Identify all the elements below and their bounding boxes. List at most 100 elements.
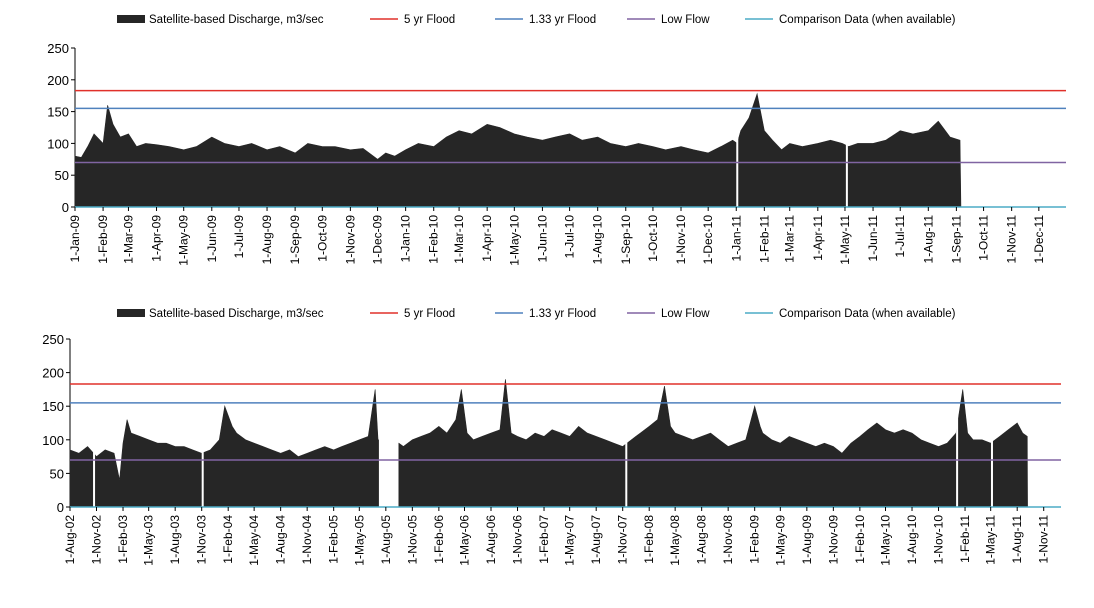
- x-tick-label: 1-Nov-04: [300, 515, 314, 565]
- x-tick-label: 1-Sep-10: [619, 215, 633, 265]
- legend-label: Comparison Data (when available): [779, 14, 956, 26]
- x-tick-label: 1-Aug-09: [260, 215, 274, 265]
- discharge-area: [74, 92, 962, 208]
- x-tick-label: 1-Nov-07: [616, 515, 630, 565]
- legend: Satellite-based Discharge, m3/sec 5 yr Fl…: [117, 14, 956, 26]
- x-tick-label: 1-Aug-06: [484, 515, 498, 565]
- x-tick-label: 1-Jan-09: [68, 215, 82, 263]
- x-tick-label: 1-May-11: [984, 515, 998, 565]
- data-gap: [625, 339, 628, 507]
- x-tick-label: 1-Feb-07: [537, 515, 551, 564]
- discharge-area: [69, 379, 1028, 508]
- x-tick-label: 1-Nov-02: [90, 515, 104, 565]
- data-gap: [378, 339, 399, 507]
- x-tick-label: 1-Nov-09: [826, 515, 840, 565]
- x-tick-label: 1-Mar-10: [452, 215, 466, 264]
- y-tick-label: 0: [62, 200, 69, 215]
- y-tick-label: 250: [42, 332, 64, 347]
- y-tick-label: 200: [47, 73, 69, 88]
- discharge-chart-2002-2011: Satellite-based Discharge, m3/sec 5 yr Fl…: [0, 300, 1094, 608]
- x-tick-label: 1-May-07: [563, 515, 577, 566]
- y-tick-label: 100: [42, 433, 64, 448]
- y-tick-label: 50: [50, 466, 64, 481]
- data-gap: [845, 48, 848, 207]
- x-tick-label: 1-Feb-04: [221, 515, 235, 564]
- x-tick-label: 1-Mar-09: [121, 215, 135, 264]
- x-tick-label: 1-May-09: [773, 515, 787, 566]
- x-tick-label: 1-Aug-08: [695, 515, 709, 565]
- x-tick-label: 1-Dec-11: [1032, 215, 1046, 264]
- x-tick-label: 1-Feb-09: [748, 515, 762, 564]
- x-tick-label: 1-May-08: [668, 515, 682, 566]
- legend-label: Low Flow: [661, 308, 710, 320]
- chart-canvas-top: Satellite-based Discharge, m3/sec 5 yr Fl…: [47, 14, 1066, 266]
- x-tick-label: 1-Aug-09: [800, 515, 814, 565]
- data-gap: [736, 48, 739, 207]
- x-tick-label: 1-Aug-11: [1010, 515, 1024, 564]
- y-tick-label: 250: [47, 41, 69, 56]
- legend-label: Comparison Data (when available): [779, 308, 956, 320]
- x-tick-label: 1-Nov-09: [343, 215, 357, 265]
- x-tick-label: 1-May-03: [142, 515, 156, 566]
- x-tick-label: 1-May-09: [177, 215, 191, 266]
- x-tick-label: 1-Feb-03: [116, 515, 130, 564]
- legend-label: Satellite-based Discharge, m3/sec: [149, 308, 324, 320]
- legend-swatch-discharge: [117, 15, 145, 23]
- x-tick-label: 1-Apr-11: [811, 215, 825, 261]
- x-tick-label: 1-May-04: [247, 515, 261, 566]
- x-tick-label: 1-May-10: [507, 215, 521, 266]
- legend-label: 1.33 yr Flood: [529, 14, 596, 26]
- x-tick-label: 1-May-11: [838, 215, 852, 265]
- x-tick-label: 1-Dec-09: [371, 215, 385, 265]
- x-tick-label: 1-Jul-11: [893, 215, 907, 258]
- legend: Satellite-based Discharge, m3/sec 5 yr Fl…: [117, 308, 956, 320]
- legend-label: Low Flow: [661, 14, 710, 26]
- x-tick-label: 1-Apr-10: [480, 215, 494, 262]
- x-tick-label: 1-Sep-11: [949, 215, 963, 264]
- x-tick-label: 1-Feb-10: [427, 215, 441, 264]
- x-tick-label: 1-Sep-09: [288, 215, 302, 265]
- x-tick-label: 1-Apr-09: [150, 215, 164, 262]
- x-tick-label: 1-Jul-09: [232, 215, 246, 259]
- x-tick-label: 1-Feb-06: [432, 515, 446, 564]
- x-tick-label: 1-Nov-06: [511, 515, 525, 565]
- x-tick-label: 1-Jun-10: [535, 215, 549, 263]
- y-tick-label: 150: [42, 399, 64, 414]
- x-tick-label: 1-Aug-03: [168, 515, 182, 565]
- x-tick-label: 1-Nov-05: [405, 515, 419, 565]
- x-tick-label: 1-May-06: [458, 515, 472, 566]
- x-tick-label: 1-Nov-10: [932, 515, 946, 565]
- x-tick-label: 1-Aug-10: [905, 515, 919, 565]
- x-tick-label: 1-Aug-07: [589, 515, 603, 565]
- y-tick-label: 0: [57, 500, 64, 515]
- x-tick-label: 1-Oct-09: [315, 215, 329, 262]
- x-tick-label: 1-Oct-10: [646, 215, 660, 262]
- discharge-chart-2009-2011: Satellite-based Discharge, m3/sec 5 yr Fl…: [0, 0, 1094, 300]
- legend-label: 1.33 yr Flood: [529, 308, 596, 320]
- x-tick-label: 1-May-10: [879, 515, 893, 566]
- x-tick-label: 1-Nov-03: [195, 515, 209, 565]
- x-tick-label: 1-Oct-11: [977, 215, 991, 261]
- data-gap: [990, 339, 993, 507]
- data-gap: [956, 339, 959, 507]
- x-tick-label: 1-Aug-11: [921, 215, 935, 264]
- y-tick-label: 150: [47, 105, 69, 120]
- y-tick-label: 100: [47, 136, 69, 151]
- data-gap: [93, 339, 96, 507]
- y-tick-label: 200: [42, 366, 64, 381]
- x-tick-label: 1-Jan-11: [729, 215, 743, 262]
- x-tick-label: 1-Mar-11: [783, 215, 797, 263]
- x-tick-label: 1-Feb-08: [642, 515, 656, 564]
- x-tick-label: 1-Nov-10: [674, 215, 688, 265]
- x-tick-label: 1-Jan-10: [399, 215, 413, 263]
- data-gap: [201, 339, 204, 507]
- legend-label: 5 yr Flood: [404, 308, 455, 320]
- y-tick-label: 50: [55, 168, 69, 183]
- x-tick-label: 1-Aug-04: [274, 515, 288, 565]
- chart-canvas-bottom: Satellite-based Discharge, m3/sec 5 yr Fl…: [42, 308, 1061, 566]
- legend-label: Satellite-based Discharge, m3/sec: [149, 14, 324, 26]
- x-tick-label: 1-Jul-10: [563, 215, 577, 259]
- x-tick-label: 1-Jun-09: [205, 215, 219, 263]
- x-tick-label: 1-Jun-11: [866, 215, 880, 262]
- x-tick-label: 1-Feb-10: [853, 515, 867, 564]
